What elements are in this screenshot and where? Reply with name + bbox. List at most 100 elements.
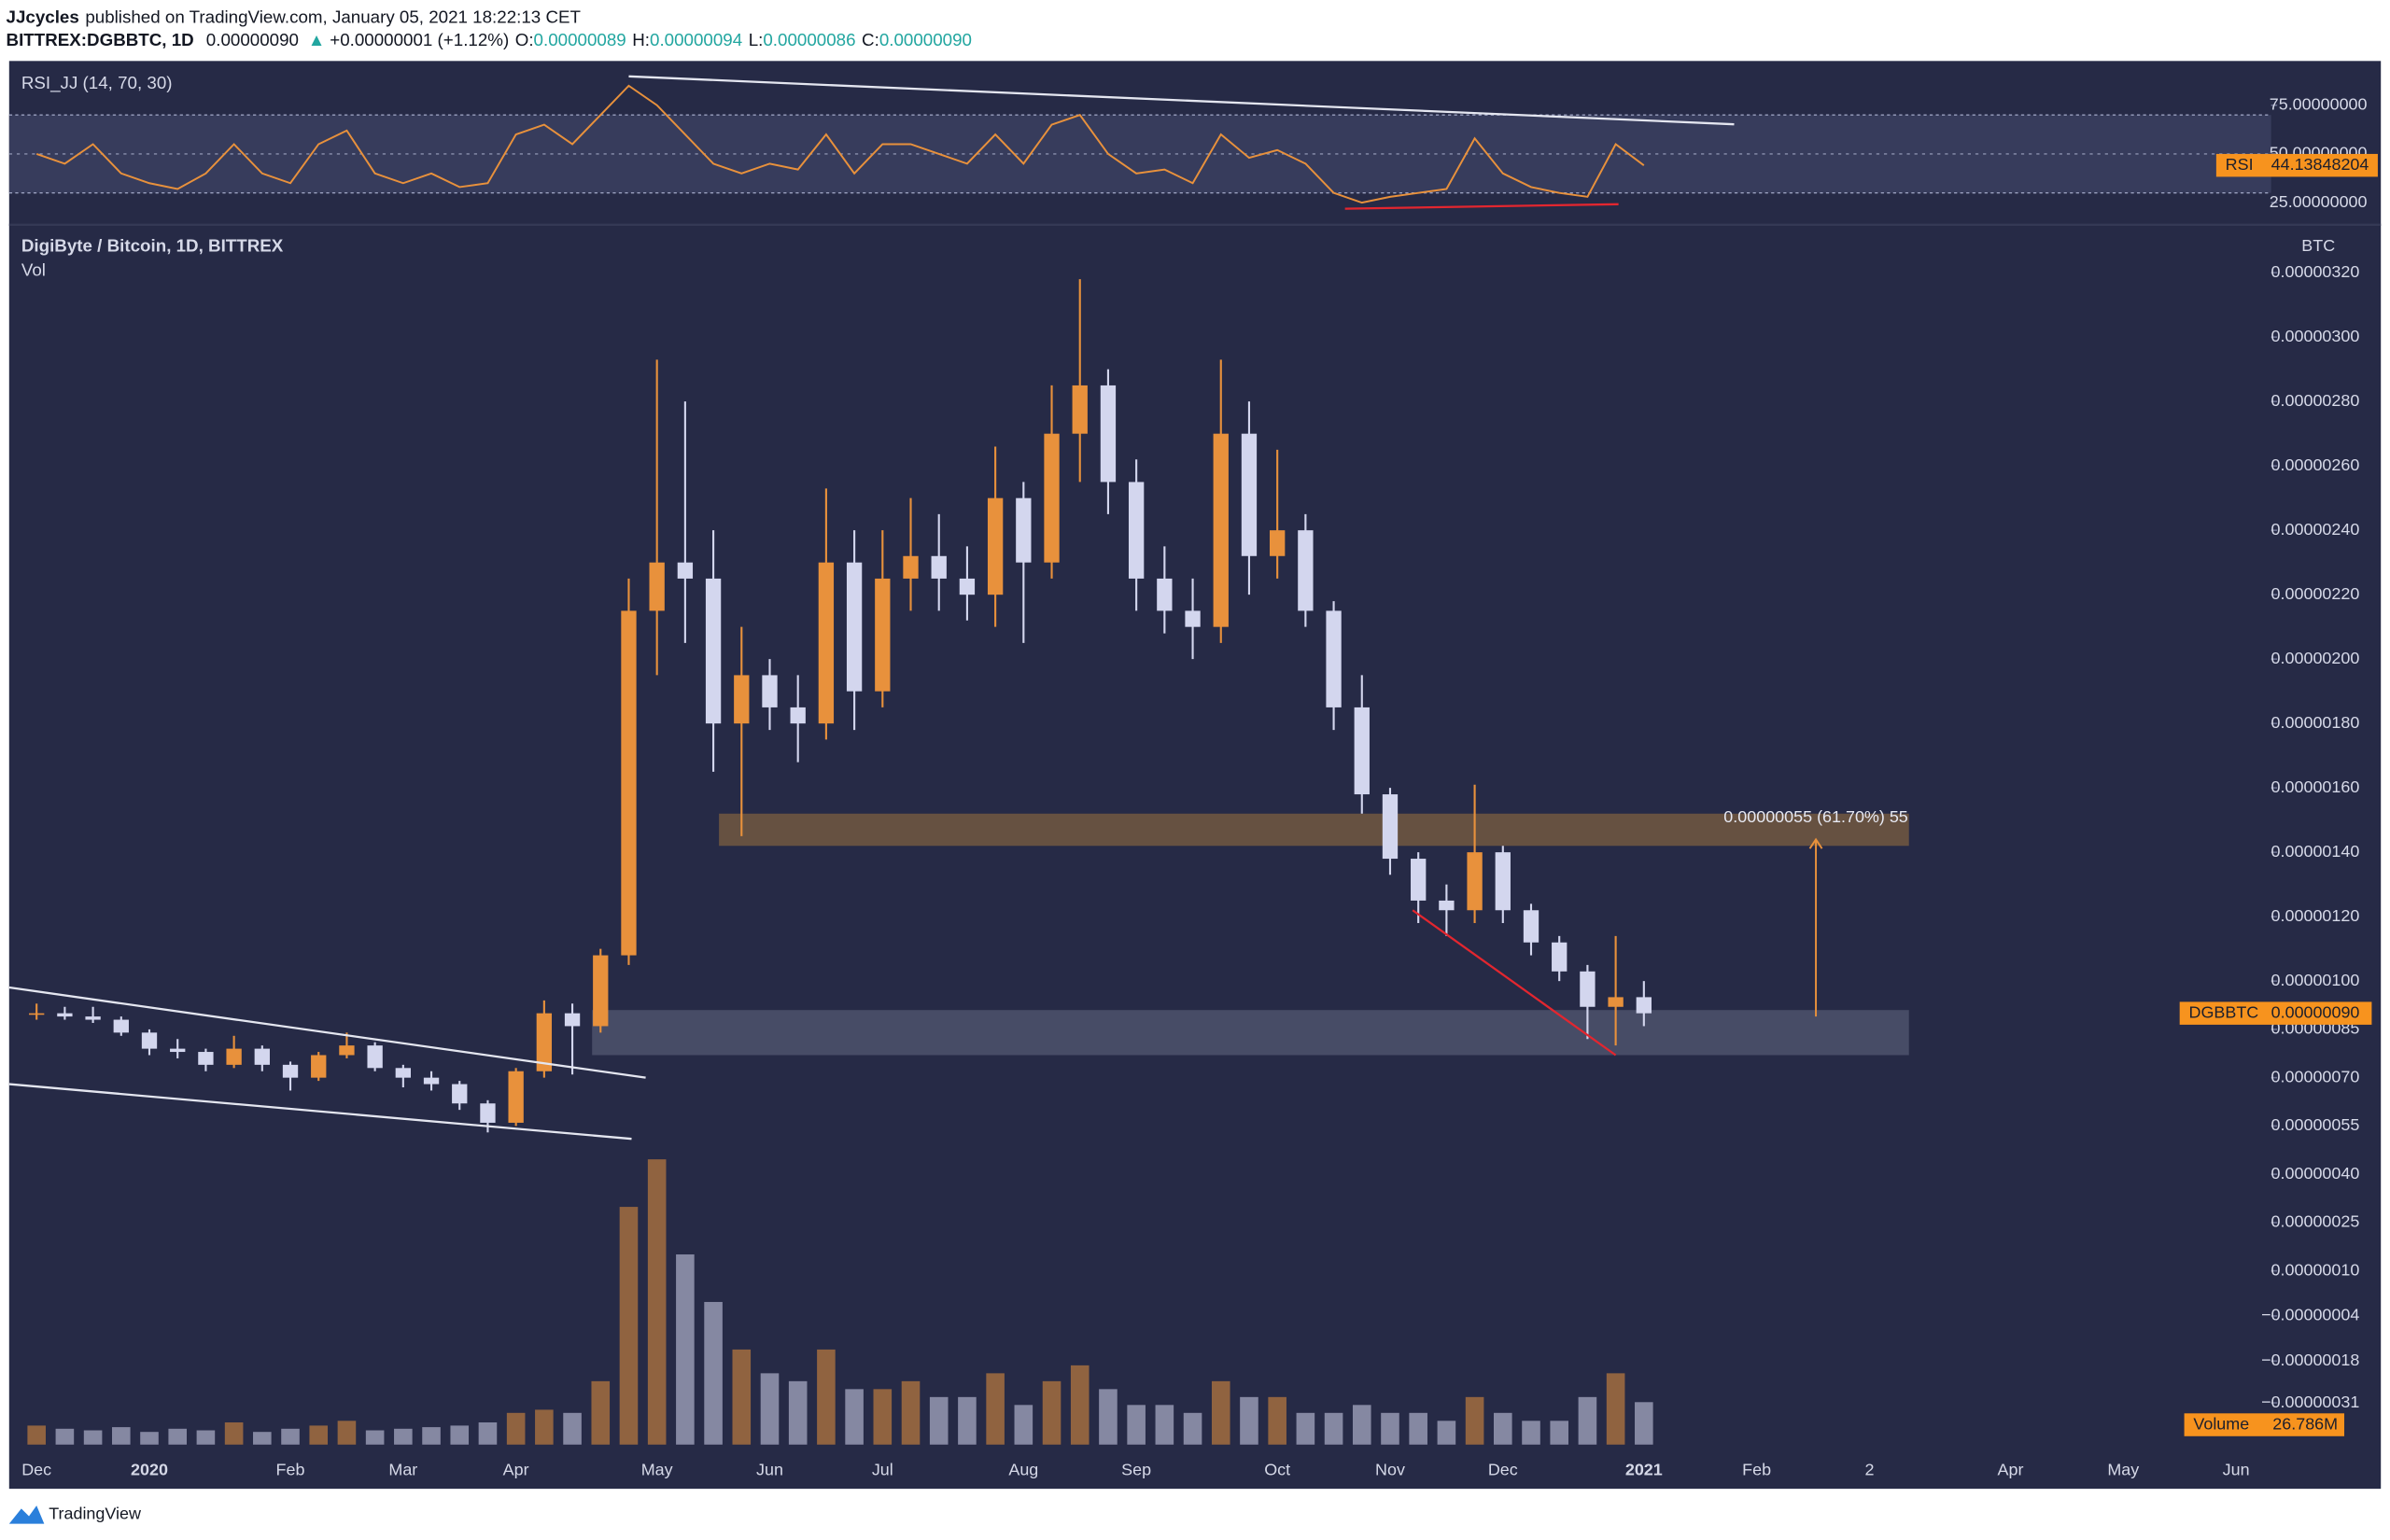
volume-bar: [140, 1432, 159, 1445]
price-zone: [719, 813, 1909, 847]
candle-body: [1411, 859, 1427, 901]
volume-bar: [1437, 1421, 1456, 1445]
ohlc-key: O:: [515, 30, 534, 49]
x-tick-label: Jul: [872, 1460, 893, 1478]
volume-bar: [704, 1301, 723, 1445]
candle-body: [1157, 578, 1173, 611]
volume-bar: [83, 1430, 103, 1445]
candle-body: [170, 1048, 186, 1053]
x-tick-label: May: [2107, 1460, 2139, 1478]
candle-body: [1467, 852, 1483, 911]
footer-logo: [8, 1505, 45, 1524]
volume-bar: [1409, 1412, 1427, 1445]
x-tick-label: Feb: [1742, 1460, 1771, 1478]
ohlc-value: 0.00000094: [650, 30, 742, 49]
badge-name: RSI: [2226, 155, 2254, 174]
y-tick-label: 0.00000160: [2271, 777, 2360, 796]
x-tick-label: Oct: [1264, 1460, 1290, 1478]
symbol: BITTREX:DGBBTC, 1D: [7, 30, 194, 49]
trendline: [1344, 203, 1619, 210]
x-tick-label: Nov: [1375, 1460, 1405, 1478]
y-tick-label: 0.00000140: [2271, 842, 2360, 861]
volume-bar: [929, 1396, 949, 1445]
volume-bar: [591, 1380, 611, 1445]
volume-bar: [394, 1428, 413, 1445]
candle-body: [1382, 794, 1399, 860]
volume-bar: [1240, 1396, 1258, 1445]
volume-bar: [309, 1425, 329, 1445]
volume-bar: [1296, 1412, 1315, 1445]
volume-bar: [788, 1380, 808, 1445]
trendline: [1412, 909, 1617, 1057]
y-tick-label: 0.00000180: [2271, 713, 2360, 732]
y-tick-label: 0.00000040: [2271, 1164, 2360, 1183]
ohlc-value: 0.00000090: [879, 30, 972, 49]
ohlc-key: C:: [862, 30, 879, 49]
footer-brand: TradingView: [49, 1505, 141, 1523]
y-tick-label: −0.00000004: [2261, 1306, 2359, 1324]
candle-body: [846, 562, 863, 692]
candle-body: [818, 562, 835, 724]
y-tick-label: 0.00000100: [2271, 971, 2360, 989]
price-badge: [2184, 1413, 2345, 1436]
x-tick-label: May: [641, 1460, 673, 1478]
candle-body: [875, 578, 891, 692]
candle-body: [1128, 482, 1145, 579]
y-tick-label: 0.00000010: [2271, 1260, 2360, 1279]
volume-bar: [676, 1254, 695, 1445]
volume-bar: [422, 1427, 441, 1445]
x-tick-label: Dec: [21, 1460, 51, 1478]
volume-bar: [1042, 1380, 1061, 1445]
y-tick-label: 0.00000280: [2271, 391, 2360, 410]
candle-body: [282, 1064, 299, 1078]
x-tick-label: Dec: [1488, 1460, 1518, 1478]
y-tick-label: −0.00000031: [2261, 1393, 2359, 1411]
candle-body: [1072, 385, 1088, 434]
x-tick-label: Apr: [503, 1460, 529, 1478]
y-tick-label: 0.00000070: [2271, 1067, 2360, 1085]
candle-body: [1326, 610, 1342, 707]
volume-bar: [535, 1409, 554, 1445]
volume-bar: [1014, 1405, 1033, 1445]
badge-value: 26.786M: [2272, 1414, 2338, 1433]
candle-body: [1016, 497, 1032, 563]
volume-bar: [1127, 1405, 1146, 1445]
volume-bar: [1155, 1405, 1174, 1445]
volume-bar: [55, 1428, 75, 1445]
author: JJcycles: [7, 7, 79, 27]
trendline: [8, 986, 646, 1079]
candle-body: [508, 1071, 524, 1123]
candle-body: [226, 1048, 242, 1065]
candle-body: [113, 1019, 129, 1033]
y-tick-label: 0.00000055: [2271, 1115, 2360, 1134]
x-tick-label: 2: [1864, 1460, 1874, 1478]
candle-body: [1044, 433, 1060, 563]
volume-bar: [337, 1421, 357, 1445]
volume-bar: [901, 1380, 921, 1445]
badge-value: 0.00000090: [2271, 1002, 2360, 1021]
candle-body: [452, 1084, 468, 1104]
volume-bar: [1550, 1421, 1568, 1445]
candle-body: [536, 1013, 553, 1071]
candle-body: [311, 1055, 327, 1078]
volume-bar: [873, 1389, 893, 1445]
candle-body: [1608, 997, 1624, 1007]
candle-body: [593, 955, 609, 1027]
measure-arrowhead: [1808, 837, 1823, 849]
volume-bar: [1070, 1365, 1090, 1445]
price-zone: [592, 1010, 1909, 1056]
candle-body: [677, 562, 694, 579]
chart-frame: [8, 61, 2382, 1490]
candle-body: [790, 707, 806, 724]
volume-bar: [112, 1427, 131, 1445]
candle-body: [29, 1013, 45, 1015]
candle-body: [1523, 910, 1539, 943]
volume-bar: [1324, 1412, 1343, 1445]
volume-bar: [732, 1349, 752, 1445]
axis-unit: BTC: [2301, 236, 2335, 255]
candle-body: [480, 1103, 496, 1123]
y-tick-label: −0.00000018: [2261, 1351, 2359, 1369]
candle-body: [198, 1052, 214, 1065]
volume-bar: [760, 1373, 780, 1445]
